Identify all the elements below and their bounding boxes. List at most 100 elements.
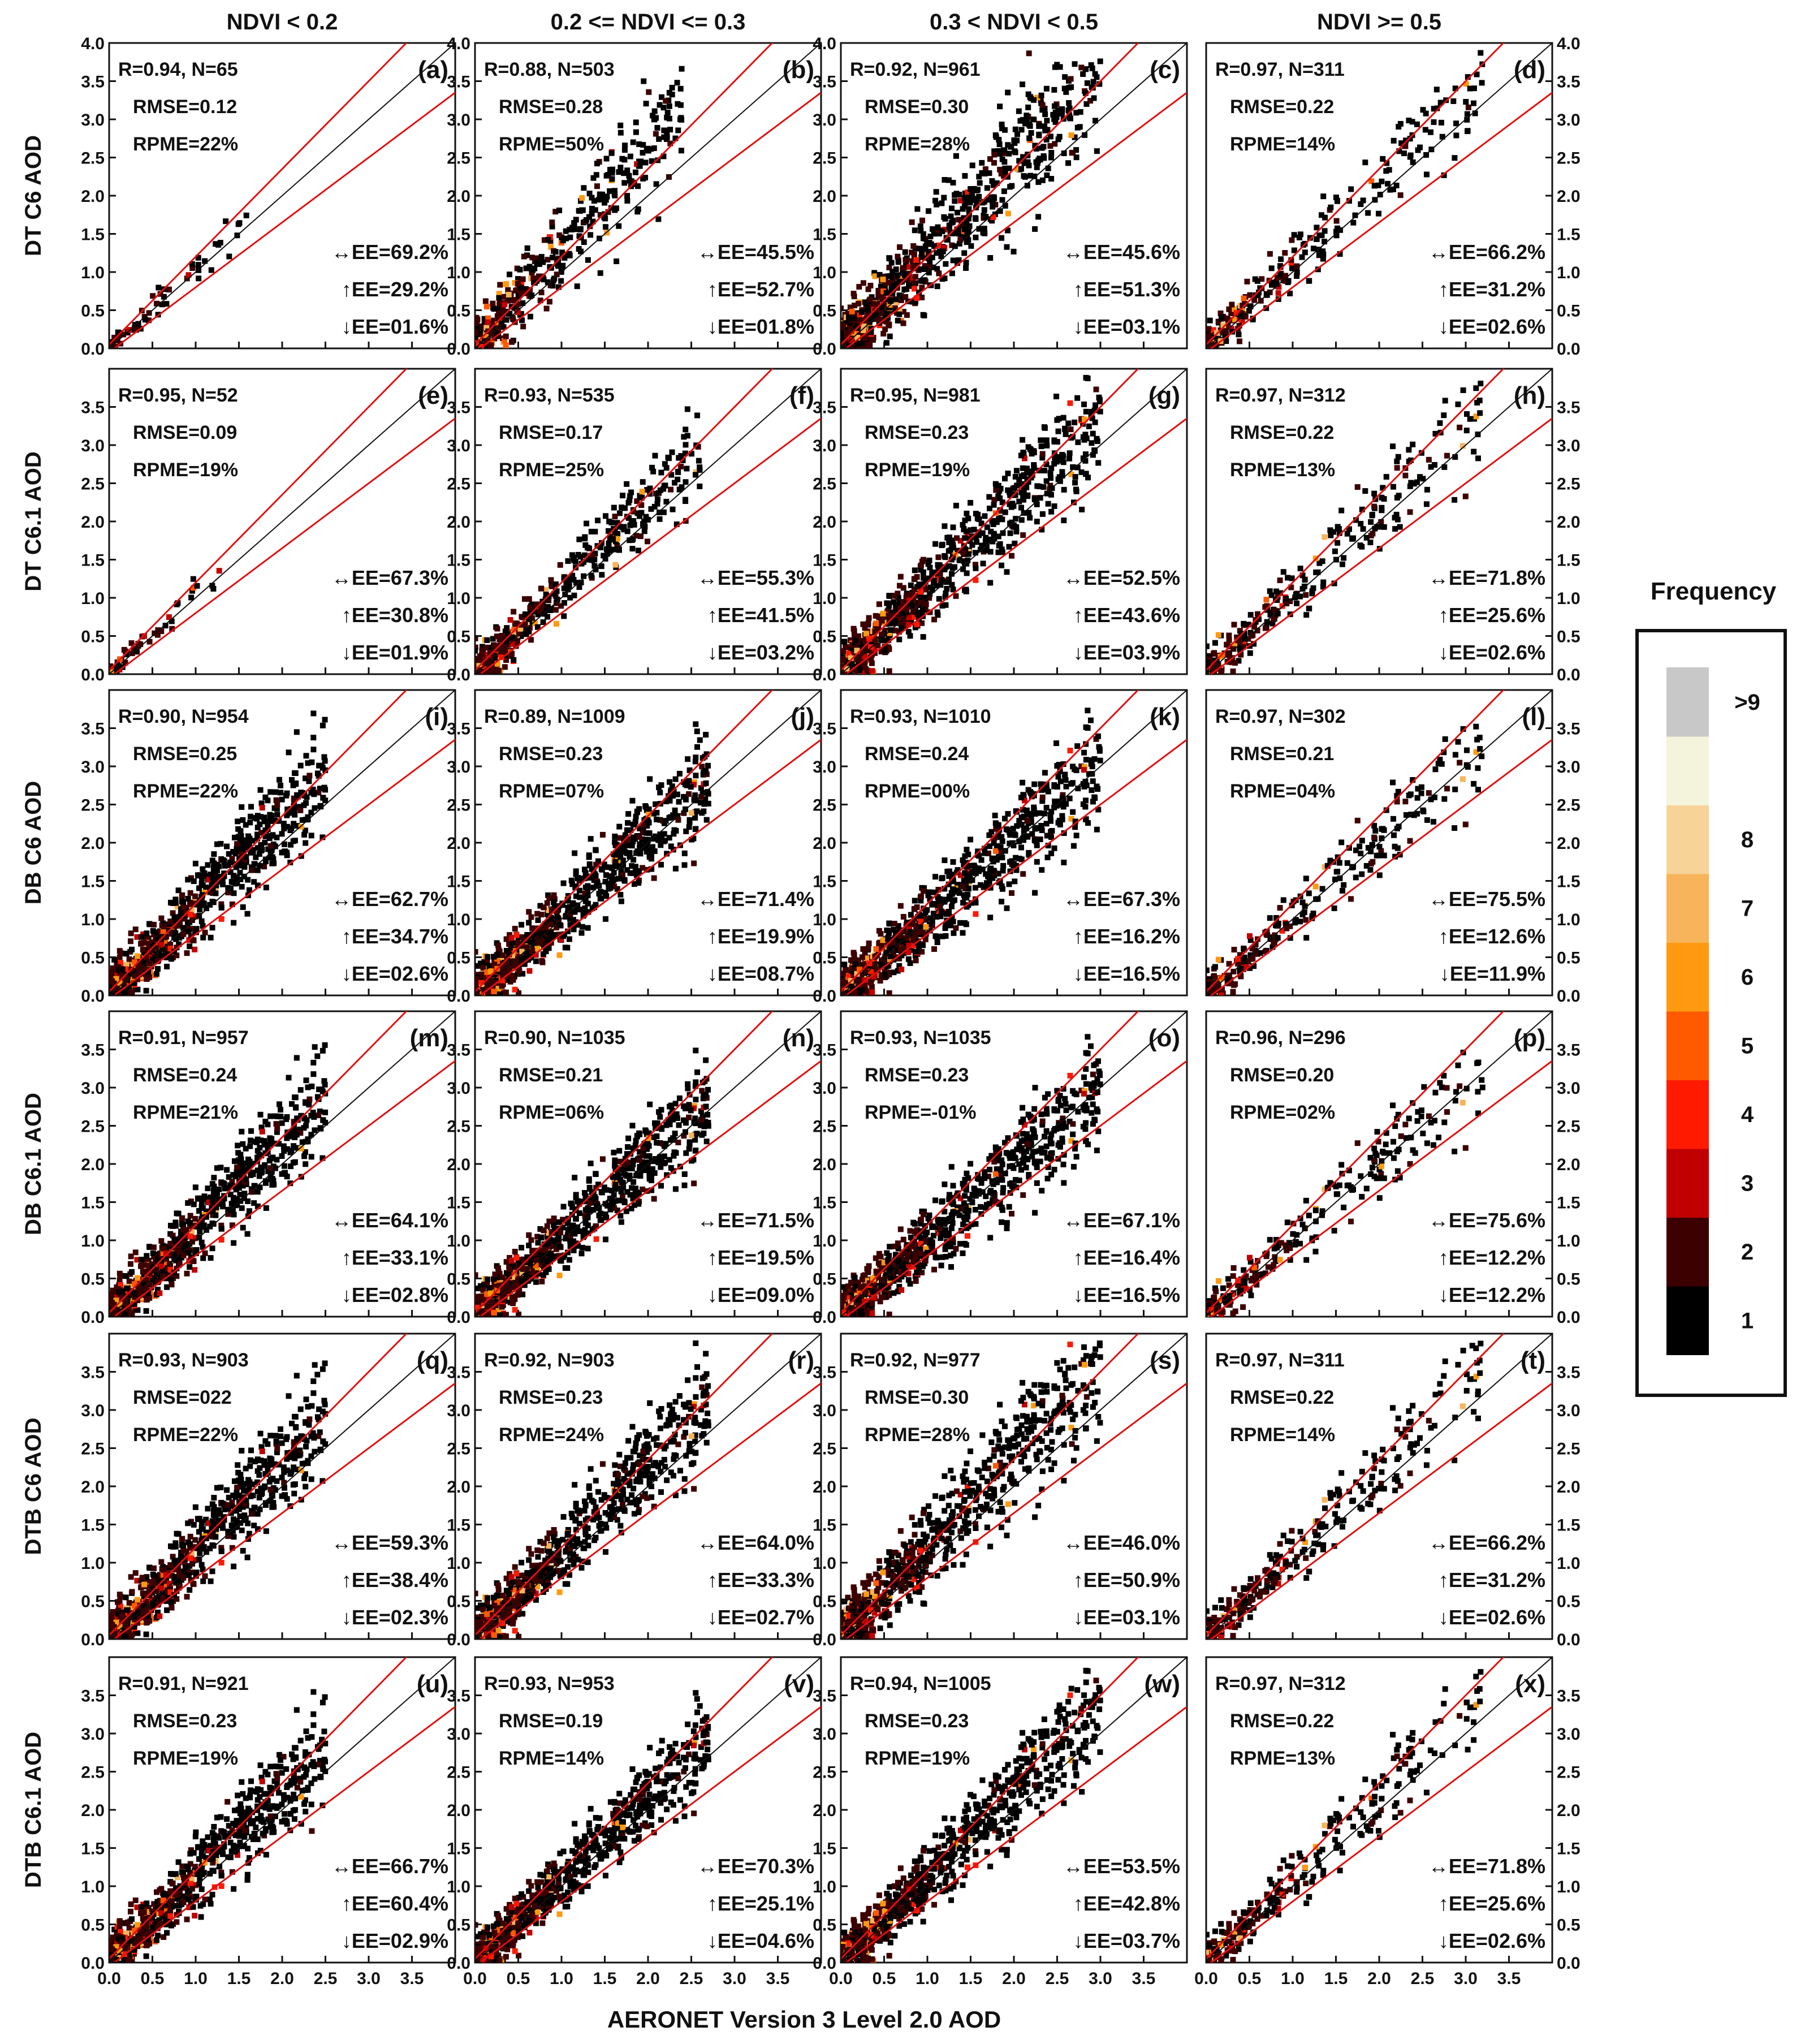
data-point [887,256,893,262]
data-point [1059,469,1065,475]
y-tick-label: 0.5 [447,628,470,646]
data-point [962,200,969,206]
one-to-one-line [1206,369,1552,674]
data-point [141,939,147,946]
data-point [912,227,918,234]
one-to-one-line [1206,43,1552,348]
y-tick-label: 3.5 [1557,399,1581,417]
data-point [1371,183,1377,189]
data-point [182,911,188,917]
data-point [643,514,649,520]
data-point [176,935,183,941]
data-point [1033,159,1039,165]
data-point [492,658,498,664]
data-point [657,516,663,522]
data-point [1007,492,1013,498]
data-point [1066,450,1073,456]
data-point [1024,484,1030,490]
data-point [274,812,280,818]
data-point [1072,61,1078,67]
data-point [155,966,161,972]
data-point [540,259,546,265]
data-point [534,260,540,266]
data-point [1417,474,1423,480]
data-point [1089,65,1095,71]
data-point [1031,449,1037,455]
data-point [1028,130,1034,136]
data-point [941,566,947,572]
data-point [939,577,945,583]
data-point [310,710,317,717]
data-point [949,543,955,549]
data-point [1073,147,1079,153]
data-point [132,973,138,979]
data-point [1042,468,1048,474]
data-point [210,586,217,592]
y-tick-label: 0.5 [81,628,105,646]
data-point [1390,186,1396,192]
data-point [1241,620,1247,627]
data-point [1228,655,1234,661]
data-point [1239,317,1245,324]
data-point [1453,132,1459,139]
data-point [942,594,948,600]
data-point [934,266,940,272]
data-point [894,615,900,622]
data-point [507,271,513,278]
data-point [140,947,146,953]
data-point [1021,455,1027,462]
data-point [1007,501,1013,507]
data-point [916,290,922,296]
data-point [971,186,977,192]
scatter-panel: (c)R=0.92, N=961RMSE=0.30RPME=28%↔EE=45.… [813,35,1188,359]
data-point [1081,401,1087,407]
data-point [1314,236,1320,242]
data-point [1398,140,1405,146]
data-point [872,628,878,635]
data-point [627,493,633,499]
data-point [950,587,956,593]
data-point [912,614,918,620]
data-point [1001,147,1008,153]
data-point [483,645,489,651]
data-point [1248,633,1254,639]
data-point [242,857,248,863]
data-point [660,486,667,492]
data-point [136,963,142,969]
data-point [511,297,517,303]
data-point [1069,434,1076,440]
data-point [1034,501,1040,507]
data-point [308,833,314,839]
data-point [1387,187,1393,193]
data-point [119,967,126,973]
data-point [1048,154,1054,161]
data-point [1004,227,1011,234]
data-point [872,273,878,279]
data-point [645,516,651,523]
data-point [965,557,971,563]
data-point [912,624,918,631]
data-point [1063,431,1069,437]
data-point [265,797,271,804]
data-point [844,343,850,348]
data-point [262,794,269,800]
data-point [992,212,998,218]
data-point [1236,658,1242,664]
one-to-one-line [841,43,1187,348]
data-point [123,961,129,968]
data-point [131,646,137,652]
data-point [1289,575,1295,581]
data-point [1452,85,1458,92]
y-tick-label: 4.0 [447,35,470,53]
data-point [653,181,659,187]
data-point [880,611,886,617]
data-point [937,571,943,577]
data-point [966,223,973,229]
data-point [1385,180,1391,187]
data-point [880,309,886,316]
ee-stat: ↓EE=01.6% [342,315,448,338]
data-point [1271,279,1277,286]
data-point [999,235,1005,241]
data-point [619,156,625,162]
data-point [1005,487,1011,493]
